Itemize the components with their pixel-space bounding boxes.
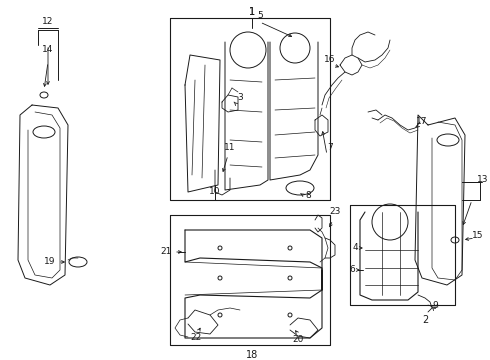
Text: 11: 11 [224,144,236,153]
Text: 1: 1 [249,7,255,17]
Text: 2: 2 [422,315,428,325]
Text: 7: 7 [327,144,333,153]
Text: 21: 21 [161,248,172,256]
Text: 13: 13 [477,175,489,184]
Text: 15: 15 [472,230,484,239]
Text: 3: 3 [237,94,243,103]
Text: 19: 19 [44,257,55,266]
Text: 18: 18 [246,350,258,360]
Text: 20: 20 [293,336,304,345]
Text: 10: 10 [209,188,221,197]
Text: 9: 9 [432,301,438,310]
Text: 5: 5 [257,10,263,19]
Text: 17: 17 [416,117,428,126]
Text: 12: 12 [42,18,54,27]
Text: 22: 22 [191,333,201,342]
Text: 14: 14 [42,45,54,54]
Text: 6: 6 [349,266,355,274]
Text: 4: 4 [352,243,358,252]
Text: 16: 16 [324,55,336,64]
Text: 1: 1 [249,7,255,17]
Text: 23: 23 [329,207,341,216]
Text: 8: 8 [305,190,311,199]
